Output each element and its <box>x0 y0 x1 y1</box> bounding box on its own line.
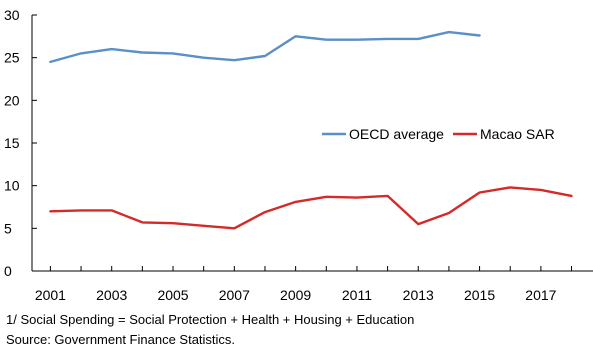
chart-axes: 0 5 10 15 20 25 30 2001 2003 2005 2007 2009 2011 2013… <box>4 7 593 303</box>
x-tick-label: 2011 <box>342 287 372 303</box>
x-tick-label: 2013 <box>403 287 434 303</box>
x-tick-label: 2017 <box>525 287 556 303</box>
y-tick-label: 5 <box>4 220 12 236</box>
y-tick-label: 30 <box>4 7 20 23</box>
chart-series <box>49 30 573 230</box>
legend-label-macao-sar: Macao SAR <box>480 126 555 142</box>
y-tick-label: 15 <box>4 135 20 151</box>
series-line-oecd-average <box>49 30 481 64</box>
line-chart: 0 5 10 15 20 25 30 2001 2003 2005 2007 2009 2011 2013… <box>4 7 593 303</box>
y-tick-label: 25 <box>4 50 20 66</box>
x-tick-label: 2001 <box>35 287 66 303</box>
legend-label-oecd-average: OECD average <box>349 126 444 142</box>
x-tick-label: 2009 <box>280 287 311 303</box>
y-tick-label: 10 <box>4 178 20 194</box>
footnote-definition: 1/ Social Spending = Social Protection +… <box>6 312 415 327</box>
x-tick-label: 2005 <box>157 287 188 303</box>
y-tick-label: 20 <box>4 92 20 108</box>
y-tick-label: 0 <box>4 263 12 279</box>
x-tick-label: 2007 <box>219 287 250 303</box>
footnote-source: Source: Government Finance Statistics. <box>6 332 236 347</box>
x-tick-label: 2015 <box>464 287 495 303</box>
chart-legend: OECD average Macao SAR <box>322 126 555 142</box>
x-tick-label: 2003 <box>96 287 127 303</box>
series-line-macao-sar <box>49 186 573 230</box>
